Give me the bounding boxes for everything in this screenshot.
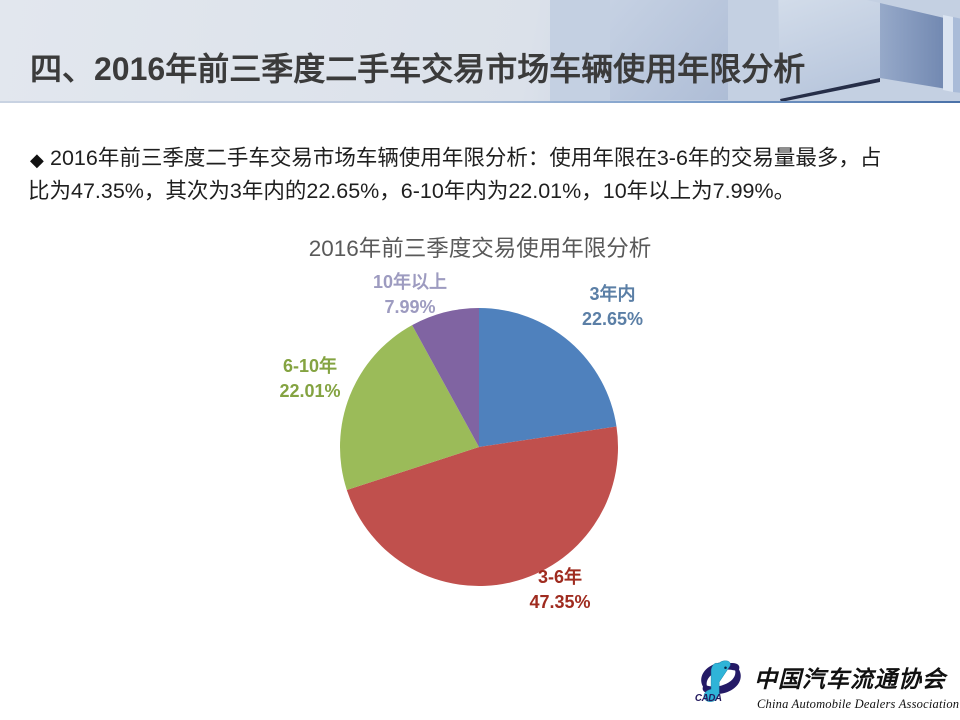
svg-text:CADA: CADA <box>695 693 722 704</box>
